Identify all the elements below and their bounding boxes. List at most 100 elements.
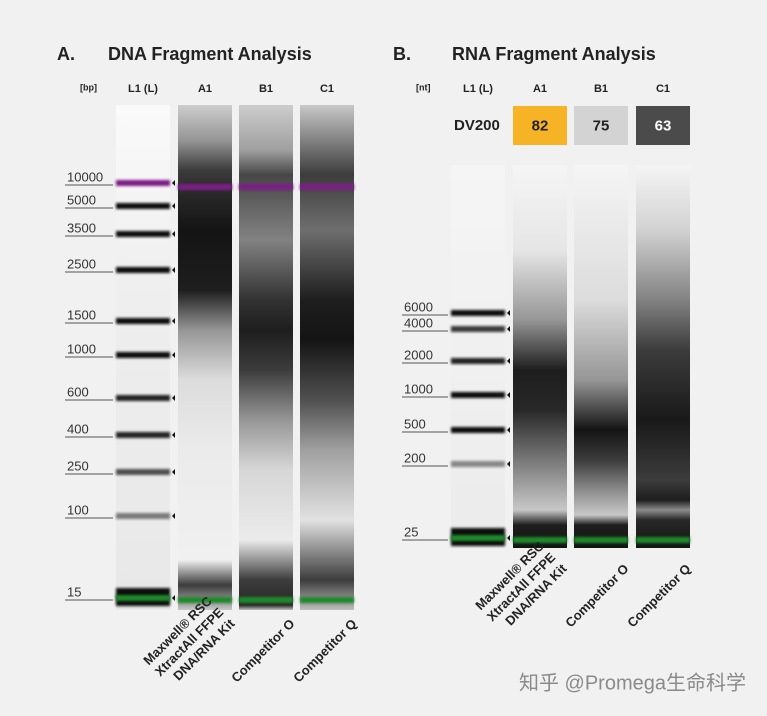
band-marker (507, 392, 510, 398)
ladder-label: 500 (404, 416, 426, 431)
watermark: 知乎 @Promega生命科学 (519, 671, 746, 694)
unit-label: [nt] (416, 82, 431, 92)
sample-lane (513, 165, 567, 548)
ladder-band (116, 203, 170, 209)
ladder-label: 2500 (67, 256, 96, 271)
ladder-band (451, 461, 505, 467)
band-marker (507, 461, 510, 467)
marker-band (178, 597, 232, 603)
ladder-label: 25 (404, 524, 418, 539)
metric-value: 75 (593, 117, 610, 134)
ladder-band (451, 358, 505, 364)
metric-value: 63 (655, 117, 672, 134)
lane-header: A1 (533, 83, 547, 95)
marker-band (178, 184, 232, 190)
metric-box (636, 106, 690, 145)
ladder-band (116, 318, 170, 324)
ladder-band (451, 326, 505, 332)
ladder-label: 100 (67, 502, 89, 517)
ladder-band (116, 352, 170, 358)
sample-lane (300, 105, 354, 610)
ladder-band (116, 267, 170, 273)
band-marker (507, 310, 510, 316)
lane-header: B1 (594, 83, 608, 95)
ladder-band (116, 180, 170, 186)
band-marker (172, 595, 175, 601)
ladder-band (451, 310, 505, 316)
panel-label: A. (57, 44, 75, 64)
ladder-band (116, 469, 170, 475)
marker-band (636, 537, 690, 543)
band-marker (507, 427, 510, 433)
sample-name: Competitor Q (624, 561, 693, 630)
sample-lane (574, 165, 628, 548)
ladder-label: 3500 (67, 220, 96, 235)
panel-title: RNA Fragment Analysis (452, 44, 656, 64)
ladder-label: 5000 (67, 192, 96, 207)
ladder-band (116, 395, 170, 401)
marker-band (574, 537, 628, 543)
lane-header: C1 (320, 83, 334, 95)
lane-header: A1 (198, 83, 212, 95)
ladder-label: 600 (67, 384, 89, 399)
metric-value: 82 (532, 117, 549, 134)
panel-title: DNA Fragment Analysis (108, 44, 312, 64)
metric-box (574, 106, 628, 145)
ladder-label: 250 (67, 458, 89, 473)
band-marker (172, 513, 175, 519)
sample-lane (239, 105, 293, 610)
lane-header: L1 (L) (128, 83, 158, 95)
metric-label: DV200 (454, 117, 500, 134)
sample-name: Competitor Q (290, 616, 359, 685)
band-marker (172, 267, 175, 273)
ladder-label: 15 (67, 584, 81, 599)
ladder-label: 1000 (67, 341, 96, 356)
band-marker (172, 318, 175, 324)
marker-band (239, 184, 293, 190)
ladder-band (116, 595, 170, 601)
sample-name: Competitor O (228, 616, 297, 685)
ladder-label: 1500 (67, 307, 96, 322)
panel-label: B. (393, 44, 411, 64)
band-marker (172, 231, 175, 237)
ladder-band (451, 427, 505, 433)
band-marker (172, 203, 175, 209)
sample-name-line: Competitor O (562, 561, 631, 630)
marker-band (513, 537, 567, 543)
ladder-lane (451, 165, 505, 548)
ladder-band (116, 231, 170, 237)
band-marker (172, 395, 175, 401)
sample-lane (178, 105, 232, 610)
ladder-band (116, 513, 170, 519)
ladder-label: 6000 (404, 299, 433, 314)
lane-header: C1 (656, 83, 670, 95)
ladder-label: 10000 (67, 169, 103, 184)
ladder-band (451, 392, 505, 398)
marker-band (300, 597, 354, 603)
ladder-label: 400 (67, 421, 89, 436)
sample-lane (636, 165, 690, 548)
ladder-band (451, 535, 505, 541)
band-marker (172, 352, 175, 358)
lane-header: B1 (259, 83, 273, 95)
band-marker (507, 535, 510, 541)
sample-name-line: Competitor Q (290, 616, 359, 685)
marker-band (300, 184, 354, 190)
band-marker (172, 180, 175, 186)
sample-name-line: Competitor O (228, 616, 297, 685)
marker-band (239, 597, 293, 603)
ladder-label: 2000 (404, 347, 433, 362)
band-marker (172, 432, 175, 438)
band-marker (507, 358, 510, 364)
unit-label: [bp] (80, 82, 97, 92)
band-marker (507, 326, 510, 332)
ladder-band (116, 432, 170, 438)
band-marker (172, 469, 175, 475)
sample-name: Competitor O (562, 561, 631, 630)
ladder-label: 200 (404, 450, 426, 465)
ladder-label: 4000 (404, 315, 433, 330)
ladder-label: 1000 (404, 381, 433, 396)
metric-box (513, 106, 567, 145)
